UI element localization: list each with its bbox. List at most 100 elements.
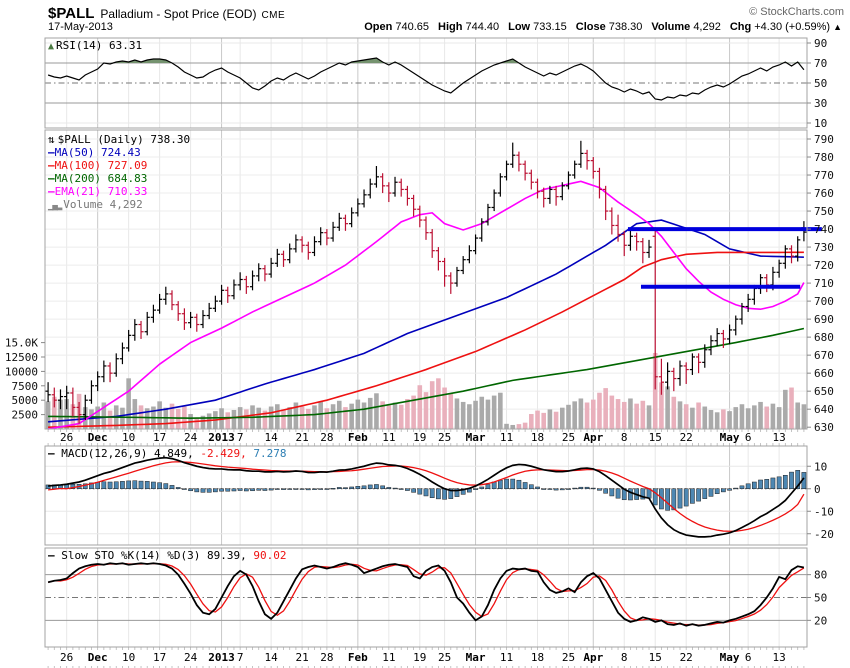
rsi-ytick: 90	[814, 37, 827, 50]
rsi-ytick: 70	[814, 57, 827, 70]
ma-label: EMA(21) 710.33	[54, 185, 148, 198]
price-bars-icon: ⇅	[48, 133, 55, 146]
ma-swatch: —	[48, 172, 55, 185]
rsi-ytick: 50	[814, 77, 827, 90]
date-tick-label: Dec	[88, 651, 108, 664]
date-tick-label: Apr	[583, 431, 603, 444]
macd-title: MACD(12,26,9)	[61, 447, 148, 460]
sto-d-line	[47, 562, 805, 626]
rsi-ytick: 10	[814, 117, 827, 130]
date-tick-label: 25	[562, 431, 575, 444]
ma-swatch: —	[48, 146, 55, 159]
rsi-value: 63.31	[109, 39, 143, 52]
price-ytick: 770	[814, 169, 834, 182]
price-ytick: 690	[814, 313, 834, 326]
quote-value-low: 733.15	[533, 21, 567, 33]
volume-ytick: 12500	[5, 351, 38, 364]
price-ytick: 750	[814, 205, 834, 218]
sto-ytick: 20	[814, 614, 827, 627]
date-tick-label: 10	[122, 431, 135, 444]
sto-d-value: 90.02	[253, 549, 287, 562]
overlay-ma200	[48, 327, 805, 419]
quote-value-high: 744.40	[465, 21, 500, 33]
date-tick-label: 18	[531, 651, 544, 664]
macd-ytick: -20	[814, 528, 834, 541]
ma-label: MA(50) 724.43	[54, 146, 141, 159]
date-tick-label: 2013	[208, 431, 235, 444]
macd-ytick: -10	[814, 505, 834, 518]
rsi-legend: ▲ RSI(14) 63.31	[48, 39, 142, 53]
date-tick-label: May	[720, 431, 740, 444]
date-tick-label: 24	[184, 431, 198, 444]
change-up-arrow: ▲	[833, 22, 842, 32]
price-ytick: 660	[814, 367, 834, 380]
date-tick-label: 14	[264, 651, 278, 664]
macd-ytick: 10	[814, 460, 827, 473]
stockcharts-credit: © StockCharts.com	[749, 6, 844, 18]
price-ytick: 780	[814, 151, 834, 164]
price-ytick: 640	[814, 403, 834, 416]
macd-histogram	[45, 470, 807, 511]
symbol-label: $PALL	[48, 5, 95, 22]
date-tick-label: Feb	[348, 431, 368, 444]
price-ytick: 790	[814, 133, 834, 146]
sto-legend: — Slow STO %K(14) %D(3) 89.39, 90.02	[48, 549, 286, 562]
date-tick-label: 17	[153, 651, 166, 664]
chart-date: 17-May-2013	[48, 21, 113, 33]
price-ytick: 760	[814, 187, 834, 200]
price-last-value: 738.30	[150, 133, 191, 146]
sto-k-line	[47, 562, 805, 627]
date-tick-label: 25	[438, 431, 451, 444]
date-tick-label: 2013	[208, 651, 235, 664]
quote-value-volume: 4,292	[693, 21, 721, 33]
price-ytick: 680	[814, 331, 834, 344]
date-tick-label: 19	[413, 651, 426, 664]
date-tick-label: 10	[122, 651, 135, 664]
date-tick-label: Mar	[466, 431, 486, 444]
macd-value: 4.849,	[153, 447, 194, 460]
ma-legend-rows: —MA(50) 724.43 —MA(100) 727.09 —MA(200) 68…	[48, 146, 190, 198]
date-tick-label: 15	[649, 431, 662, 444]
rsi-title: RSI(14)	[56, 39, 103, 52]
price-ytick: 710	[814, 277, 834, 290]
date-tick-label: 21	[295, 651, 308, 664]
rsi-ytick: 30	[814, 97, 827, 110]
date-tick-label: 22	[680, 431, 693, 444]
quote-value-open: 740.65	[395, 21, 429, 33]
overlay-ma50	[48, 219, 804, 423]
sto-swatch: —	[48, 549, 55, 562]
rsi-overbought-fill	[48, 58, 804, 63]
price-ytick: 740	[814, 223, 834, 236]
rsi-line	[47, 57, 805, 101]
date-tick-label: 24	[184, 651, 198, 664]
macd-legend: — MACD(12,26,9) 4.849, -2.429, 7.278	[48, 447, 286, 460]
volume-ytick: 10000	[5, 365, 38, 378]
quote-value-chg: +4.30 (+0.59%)	[754, 21, 831, 33]
date-tick-label: 22	[680, 651, 693, 664]
price-ytick: 670	[814, 349, 834, 362]
macd-signal-value: -2.429,	[200, 447, 247, 460]
date-tick-label: 18	[531, 431, 544, 444]
volume-value: 4,292	[109, 198, 143, 211]
date-tick-label: 7	[237, 651, 244, 664]
date-tick-label: 13	[772, 651, 785, 664]
ma-label: MA(100) 727.09	[54, 159, 148, 172]
date-tick-label: Mar	[466, 651, 486, 664]
volume-label: Volume	[63, 198, 104, 211]
date-tick-label: 7	[237, 431, 244, 444]
quote-value-close: 738.30	[608, 21, 643, 33]
date-tick-label: 6	[745, 651, 752, 664]
quote-label-open: Open	[364, 21, 393, 33]
ma-swatch: —	[48, 159, 55, 172]
date-tick-label: 25	[562, 651, 575, 664]
date-tick-label: 11	[382, 431, 395, 444]
date-tick-label: Feb	[348, 651, 368, 664]
date-tick-label: Apr	[583, 651, 603, 664]
quote-label-chg: Chg	[729, 21, 752, 33]
price-title: $PALL (Daily)	[57, 133, 144, 146]
date-tick-label: 11	[500, 431, 513, 444]
volume-legend-row: ▁▄▂ Volume 4,292	[48, 198, 190, 213]
price-ytick: 650	[814, 385, 834, 398]
